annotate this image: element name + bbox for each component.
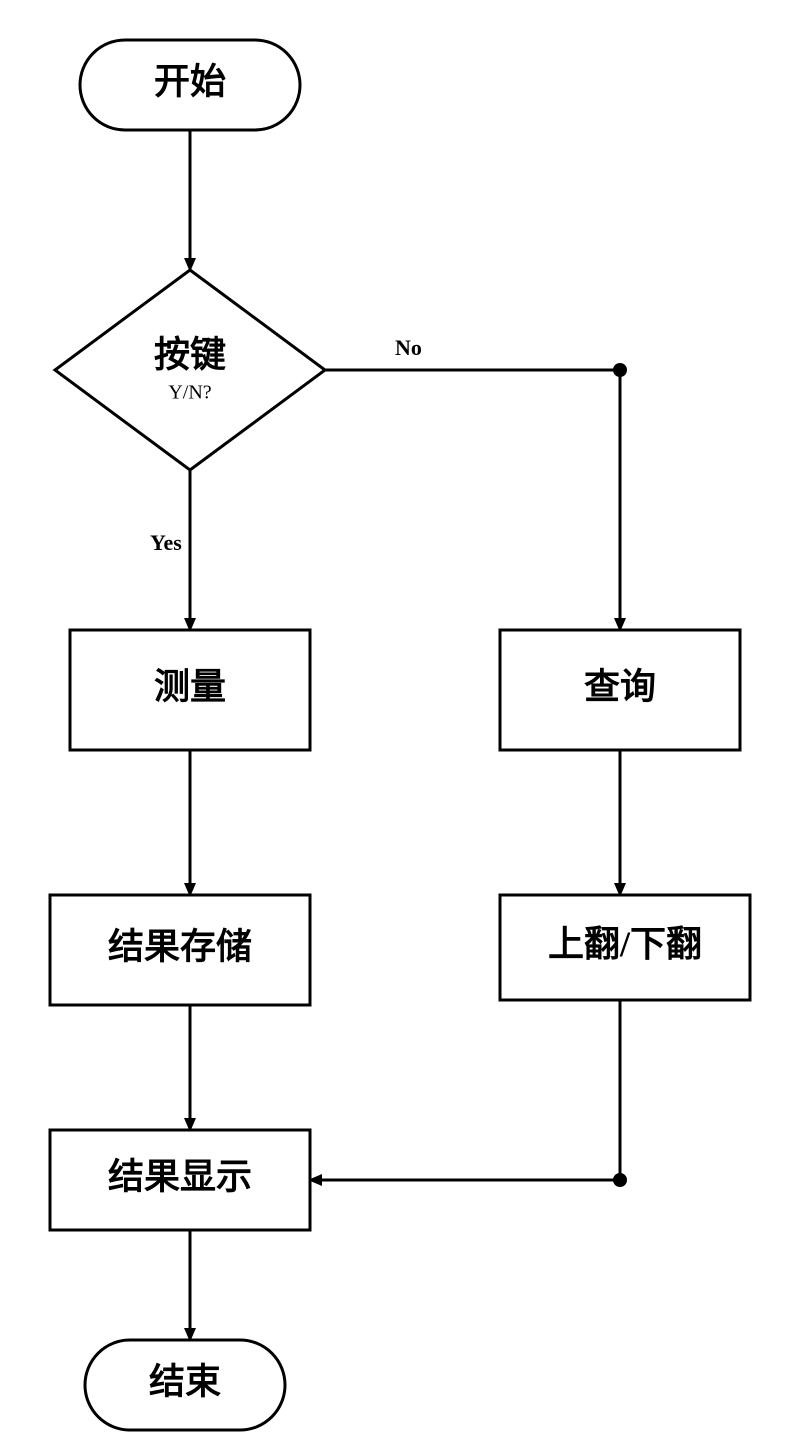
node-label: 查询 — [584, 666, 656, 706]
node-label: 开始 — [154, 61, 226, 101]
node-label: 测量 — [154, 666, 226, 706]
edge — [310, 1000, 620, 1180]
node-label: 结果显示 — [108, 1156, 252, 1196]
node-page: 上翻/下翻 — [500, 895, 750, 1000]
edge — [325, 370, 620, 630]
node-end: 结束 — [85, 1340, 285, 1430]
node-label: 结束 — [149, 1361, 221, 1401]
edge-label: Yes — [150, 530, 182, 555]
node-query: 查询 — [500, 630, 740, 750]
edge-label: No — [395, 335, 422, 360]
node-store: 结果存储 — [50, 895, 310, 1005]
node-measure: 测量 — [70, 630, 310, 750]
node-sublabel: Y/N? — [168, 382, 211, 404]
flowchart: Yes No 开始按键 Y/N? 测量结果存储结果显示结束 查询上翻/下翻 — [0, 0, 800, 1456]
node-label: 上翻/下翻 — [548, 924, 702, 964]
node-start: 开始 — [80, 40, 300, 130]
node-label: 结果存储 — [108, 926, 252, 966]
node-display: 结果显示 — [50, 1130, 310, 1230]
node-decision: 按键 Y/N? — [55, 270, 325, 470]
node-label: 按键 — [154, 334, 226, 374]
